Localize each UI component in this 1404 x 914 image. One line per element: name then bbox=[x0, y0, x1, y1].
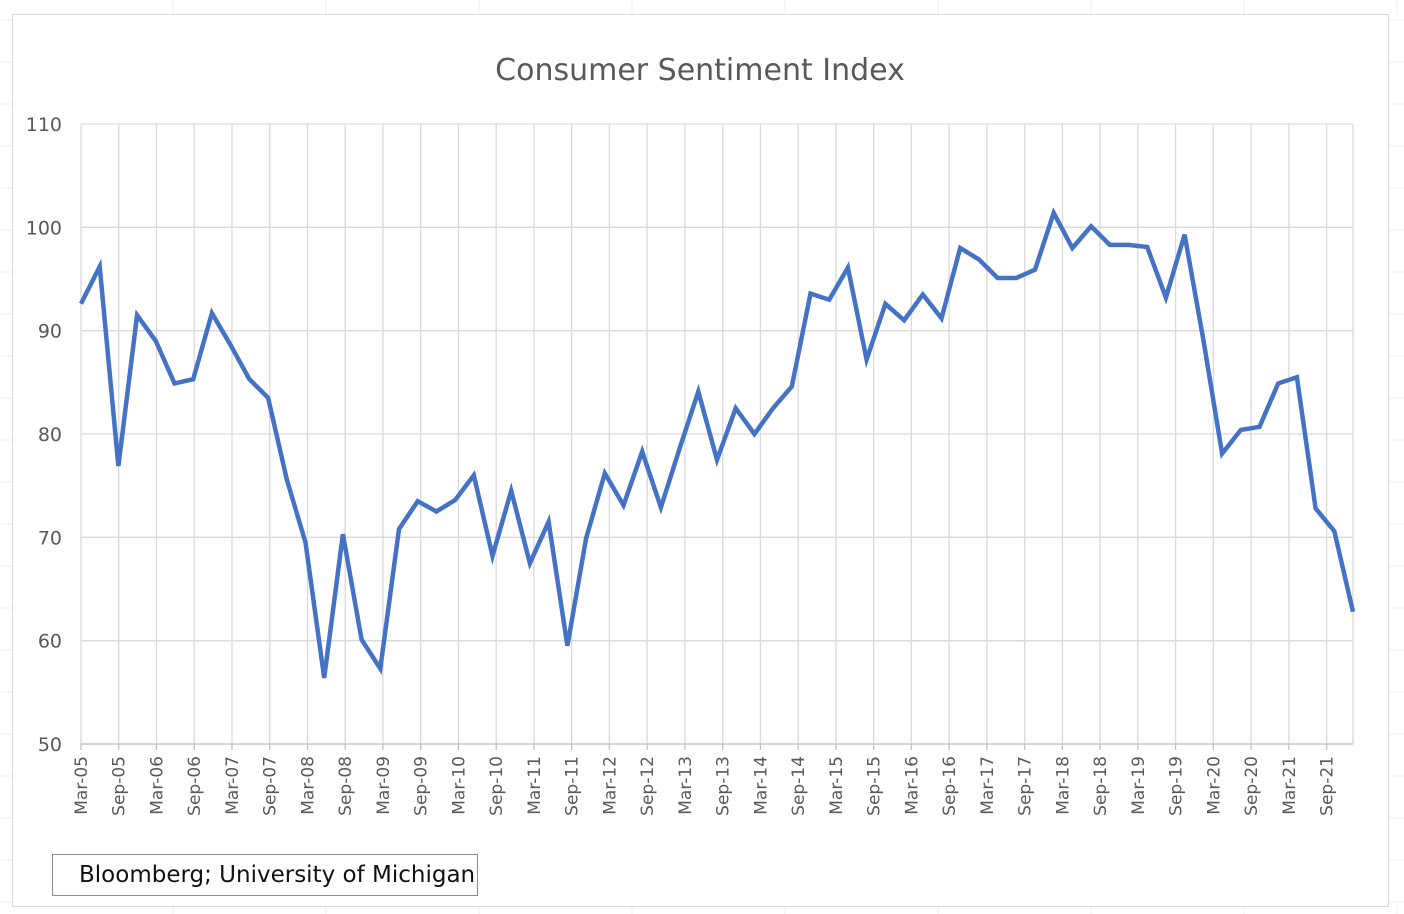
x-tick-label: Sep-07 bbox=[261, 756, 281, 816]
x-tick-label: Mar-20 bbox=[1204, 756, 1224, 815]
x-tick-label: Mar-09 bbox=[374, 756, 394, 815]
x-tick-label: Sep-19 bbox=[1167, 756, 1187, 816]
y-tick-label: 80 bbox=[38, 424, 62, 446]
x-tick-label: Mar-13 bbox=[676, 756, 696, 815]
x-tick-label: Sep-06 bbox=[185, 756, 205, 816]
x-tick-label: Sep-15 bbox=[865, 756, 885, 816]
x-tick-label: Mar-12 bbox=[600, 756, 620, 815]
x-tick-label: Sep-08 bbox=[336, 756, 356, 816]
x-tick-label: Mar-14 bbox=[751, 756, 771, 815]
x-tick-label: Sep-05 bbox=[110, 756, 130, 816]
x-tick-label: Mar-08 bbox=[298, 756, 318, 815]
plot-grid bbox=[80, 123, 1354, 745]
source-note: Bloomberg; University of Michigan bbox=[52, 854, 478, 896]
chart-area[interactable] bbox=[12, 14, 1389, 907]
y-tick-label: 70 bbox=[38, 527, 62, 549]
y-tick-label: 60 bbox=[38, 631, 62, 653]
x-tick-label: Mar-19 bbox=[1129, 756, 1149, 815]
series-line bbox=[78, 207, 1356, 679]
x-tick-label: Sep-21 bbox=[1318, 756, 1338, 816]
x-tick-label: Sep-13 bbox=[714, 756, 734, 816]
x-tick-label: Mar-17 bbox=[978, 756, 998, 815]
x-tick-label: Sep-20 bbox=[1242, 756, 1262, 816]
x-tick-label: Mar-10 bbox=[449, 756, 469, 815]
x-tick-label: Mar-16 bbox=[902, 756, 922, 815]
x-tick-label: Mar-15 bbox=[827, 756, 847, 815]
chart-title: Consumer Sentiment Index bbox=[495, 53, 905, 88]
x-axis: Mar-05 Sep-05 Mar-06 Sep-06 Mar-07 Sep-07 Mar-… bbox=[72, 743, 1353, 816]
source-note-text: Bloomberg; University of Michigan bbox=[79, 862, 476, 888]
y-tick-label: 50 bbox=[38, 734, 62, 756]
x-tick-label: Sep-12 bbox=[638, 756, 658, 816]
x-tick-label: Sep-10 bbox=[487, 756, 507, 816]
y-tick-label: 90 bbox=[38, 321, 62, 343]
x-tick-label: Sep-14 bbox=[789, 756, 809, 816]
series-layer bbox=[78, 207, 1356, 679]
y-axis: 50 60 70 80 90 100 110 bbox=[26, 114, 62, 756]
x-tick-label: Mar-18 bbox=[1053, 756, 1073, 815]
x-tick-label: Sep-09 bbox=[412, 756, 432, 816]
x-tick-label: Sep-16 bbox=[940, 756, 960, 816]
x-tick-label: Sep-17 bbox=[1016, 756, 1036, 816]
x-tick-label: Sep-18 bbox=[1091, 756, 1111, 816]
x-tick-label: Mar-07 bbox=[223, 756, 243, 815]
x-tick-label: Mar-21 bbox=[1280, 756, 1300, 815]
x-tick-label: Mar-06 bbox=[147, 756, 167, 815]
y-tick-label: 100 bbox=[26, 217, 62, 239]
y-tick-label: 110 bbox=[26, 114, 62, 136]
x-tick-label: Mar-11 bbox=[525, 756, 545, 815]
x-tick-label: Mar-05 bbox=[72, 756, 92, 815]
x-tick-label: Sep-11 bbox=[563, 756, 583, 816]
